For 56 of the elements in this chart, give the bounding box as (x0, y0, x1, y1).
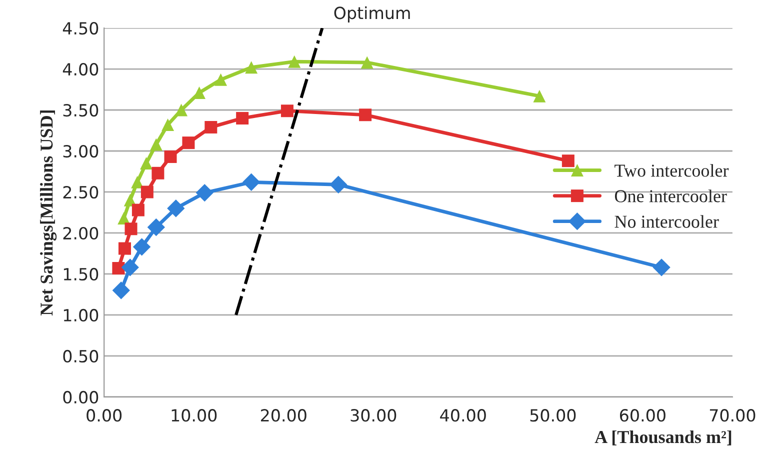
x-tick-label: 20.00 (260, 409, 306, 422)
y-tick-label: 2.00 (63, 226, 98, 240)
x-tick-label: 50.00 (530, 409, 576, 422)
y-tick-label: 3.50 (63, 104, 98, 117)
point (280, 104, 294, 118)
point (147, 218, 165, 236)
y-tick-label: 1.00 (64, 308, 98, 322)
point (132, 238, 151, 256)
point (245, 61, 258, 74)
x-tick-label: 70.00 (710, 409, 756, 422)
point (359, 108, 372, 122)
point (152, 166, 164, 180)
point (236, 112, 249, 124)
point (162, 118, 174, 132)
y-tick-label: 0.00 (63, 390, 98, 404)
point (533, 90, 546, 102)
point (118, 242, 131, 255)
point (131, 176, 144, 188)
point (167, 200, 185, 218)
x-tick-label: 30.00 (350, 409, 396, 422)
legend-label: One intercooler (614, 190, 727, 202)
y-tick-label: 0.50 (63, 350, 98, 363)
point (204, 120, 218, 134)
point (196, 184, 214, 202)
x-tick-label: 10.00 (172, 409, 217, 422)
x-tick-label: 0.00 (86, 409, 122, 422)
y-tick-label: 2.50 (63, 186, 98, 199)
point (242, 173, 260, 191)
y-tick-label: 4.00 (62, 62, 98, 76)
point (164, 150, 177, 163)
point (182, 136, 195, 150)
point (150, 138, 162, 151)
point (214, 73, 228, 86)
y-tick-label: 3.00 (63, 144, 98, 158)
x-tick-label: 40.00 (440, 409, 486, 422)
point (175, 104, 188, 116)
series-label: Optimum (334, 6, 410, 22)
y-tick-label: 1.50 (64, 268, 98, 281)
point (652, 258, 670, 276)
x-tick-label: 60.00 (620, 409, 666, 422)
point (121, 258, 139, 276)
point (132, 204, 144, 216)
point (288, 55, 301, 68)
legend-label: No intercooler (614, 215, 719, 228)
y-axis-title: Net Savings[Millions USD] (40, 110, 57, 316)
y-tick-label: 4.50 (62, 22, 98, 35)
point (140, 157, 153, 170)
point (112, 282, 130, 300)
point (330, 176, 348, 194)
legend-label: Two intercooler (614, 164, 729, 177)
point (140, 186, 154, 198)
point (124, 222, 138, 236)
point (360, 56, 374, 69)
point (112, 262, 125, 274)
x-axis-title: A [Thousands m²] (594, 430, 732, 446)
point (562, 154, 574, 168)
